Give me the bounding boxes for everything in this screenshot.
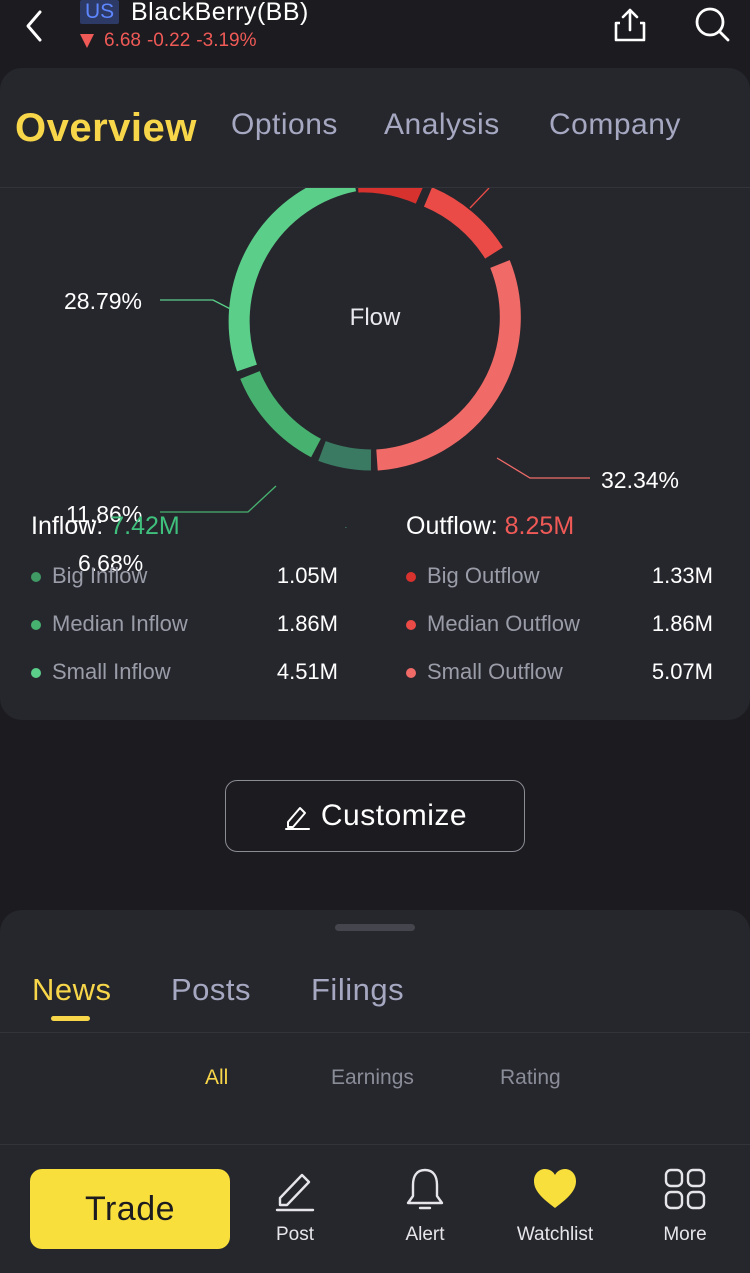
down-triangle-icon: [80, 34, 94, 48]
heart-icon: [534, 1169, 576, 1208]
price-change: -0.22: [146, 30, 191, 51]
donut-segment-median-outflow: [423, 188, 503, 259]
inflow-total: 7.42M: [110, 512, 180, 540]
trade-label: Trade: [84, 1189, 176, 1228]
price-change-pct: -3.19%: [196, 30, 257, 51]
donut-segment-median-inflow: [240, 370, 322, 458]
leader-lines: [160, 188, 590, 528]
flow-row-small-outflow: Small Outflow 5.07M: [406, 659, 713, 689]
donut-segments: [228, 188, 521, 471]
search-icon: [695, 7, 730, 42]
outflow-label: Outflow:: [406, 512, 498, 540]
alert-label: Alert: [405, 1224, 445, 1245]
sheet-drag-handle[interactable]: [335, 924, 415, 931]
back-button[interactable]: [14, 4, 54, 44]
market-badge: US: [80, 0, 120, 24]
pen-icon: [275, 1173, 315, 1212]
watchlist-button[interactable]: Watchlist: [500, 1166, 610, 1266]
back-arrow-icon: [26, 10, 42, 42]
tab-filings[interactable]: Filings: [311, 972, 405, 1007]
divider: [0, 1144, 750, 1145]
more-label: More: [663, 1224, 707, 1245]
dot-median-inflow: [31, 620, 41, 630]
leader-line-small-inflow: [160, 299, 249, 319]
dot-small-outflow: [406, 668, 416, 678]
flow-row-big-outflow: Big Outflow 1.33M: [406, 563, 713, 593]
share-button[interactable]: [610, 4, 650, 44]
alert-button[interactable]: Alert: [370, 1166, 480, 1266]
trade-button[interactable]: Trade: [30, 1169, 230, 1249]
customize-label: Customize: [320, 799, 468, 832]
active-tab-indicator: [51, 1016, 90, 1021]
outflow-summary: Outflow: 8.25M Big Outflow 1.33M Median …: [406, 512, 713, 684]
donut-segment-small-outflow: [376, 260, 521, 471]
tab-posts[interactable]: Posts: [171, 972, 252, 1007]
dot-small-inflow: [31, 668, 41, 678]
filter-rating[interactable]: Rating: [500, 1066, 561, 1089]
last-price: 6.68: [104, 30, 141, 51]
tab-news[interactable]: News: [32, 972, 112, 1007]
row-value: 5.07M: [651, 659, 713, 684]
pct-label-median-inflow: 11.86%: [66, 501, 143, 527]
more-button[interactable]: More: [630, 1166, 740, 1266]
pct-label-big-inflow: 6.68%: [78, 550, 144, 576]
share-icon: [614, 8, 646, 42]
stock-header: US BlackBerry(BB) 6.68 -0.22 -3.19%: [0, 0, 750, 68]
edit-icon: [284, 807, 310, 830]
row-value: 1.05M: [276, 563, 338, 588]
post-label: Post: [275, 1224, 315, 1245]
donut-segment-big-outflow: [358, 188, 423, 204]
tab-options[interactable]: Options: [231, 108, 338, 141]
overview-card: Overview Options Analysis Company Flow: [0, 68, 750, 720]
outflow-header: Outflow: 8.25M: [406, 512, 713, 541]
outflow-total: 8.25M: [504, 512, 575, 540]
donut-segment-big-inflow: [318, 441, 372, 471]
dot-median-outflow: [406, 620, 416, 630]
row-value: 1.86M: [276, 611, 338, 636]
inflow-header: Inflow: 7.42M: [31, 512, 338, 541]
main-tabs: Overview Options Analysis Company: [0, 68, 750, 188]
capital-flow-chart: Flow 28.79% 32.34% 11.86% 6.68%: [0, 188, 750, 576]
divider: [0, 1032, 750, 1033]
row-label: Median Inflow: [52, 611, 188, 636]
flow-row-small-inflow: Small Inflow 4.51M: [31, 659, 338, 689]
post-button[interactable]: Post: [240, 1166, 350, 1266]
leader-line-median-inflow: [160, 485, 277, 513]
search-button[interactable]: [692, 4, 732, 44]
bottom-action-bar: Trade Post Alert Watchlist More: [0, 1146, 750, 1273]
row-label: Small Outflow: [427, 659, 563, 684]
donut-center-label: Flow: [349, 304, 401, 331]
dot-big-inflow: [31, 572, 41, 582]
flow-row-median-inflow: Median Inflow 1.86M: [31, 611, 338, 641]
pct-label-small-inflow: 28.79%: [64, 288, 143, 314]
row-label: Small Inflow: [52, 659, 171, 684]
row-label: Median Outflow: [427, 611, 580, 636]
inflow-summary: Inflow: 7.42M Big Inflow 1.05M Median In…: [31, 512, 338, 684]
row-value: 1.33M: [651, 563, 713, 588]
tab-company[interactable]: Company: [549, 108, 681, 141]
leader-line-big-outflow: [469, 188, 490, 209]
news-sheet: News Posts Filings All Earnings Rating: [0, 910, 750, 1150]
row-label: Big Outflow: [427, 563, 540, 588]
stock-name: BlackBerry(BB): [131, 0, 309, 26]
price-row: 6.68 -0.22 -3.19%: [80, 30, 257, 52]
flow-row-median-outflow: Median Outflow 1.86M: [406, 611, 713, 641]
flow-row-big-inflow: Big Inflow 1.05M: [31, 563, 338, 593]
inflow-label: Inflow:: [31, 512, 104, 540]
row-value: 1.86M: [651, 611, 713, 636]
grid-icon: [664, 1168, 706, 1210]
dot-big-outflow: [406, 572, 416, 582]
row-value: 4.51M: [276, 659, 338, 684]
customize-button[interactable]: Customize: [225, 780, 525, 852]
donut-segment-small-inflow: [228, 188, 357, 372]
pct-label-small-outflow: 32.34%: [601, 467, 680, 493]
watchlist-label: Watchlist: [516, 1224, 594, 1245]
filter-all[interactable]: All: [205, 1066, 229, 1089]
tab-analysis[interactable]: Analysis: [384, 108, 500, 141]
leader-line-small-outflow: [496, 457, 590, 479]
tab-overview[interactable]: Overview: [15, 106, 197, 150]
bell-icon: [406, 1168, 444, 1210]
filter-earnings[interactable]: Earnings: [331, 1066, 414, 1089]
row-label: Big Inflow: [52, 563, 148, 588]
